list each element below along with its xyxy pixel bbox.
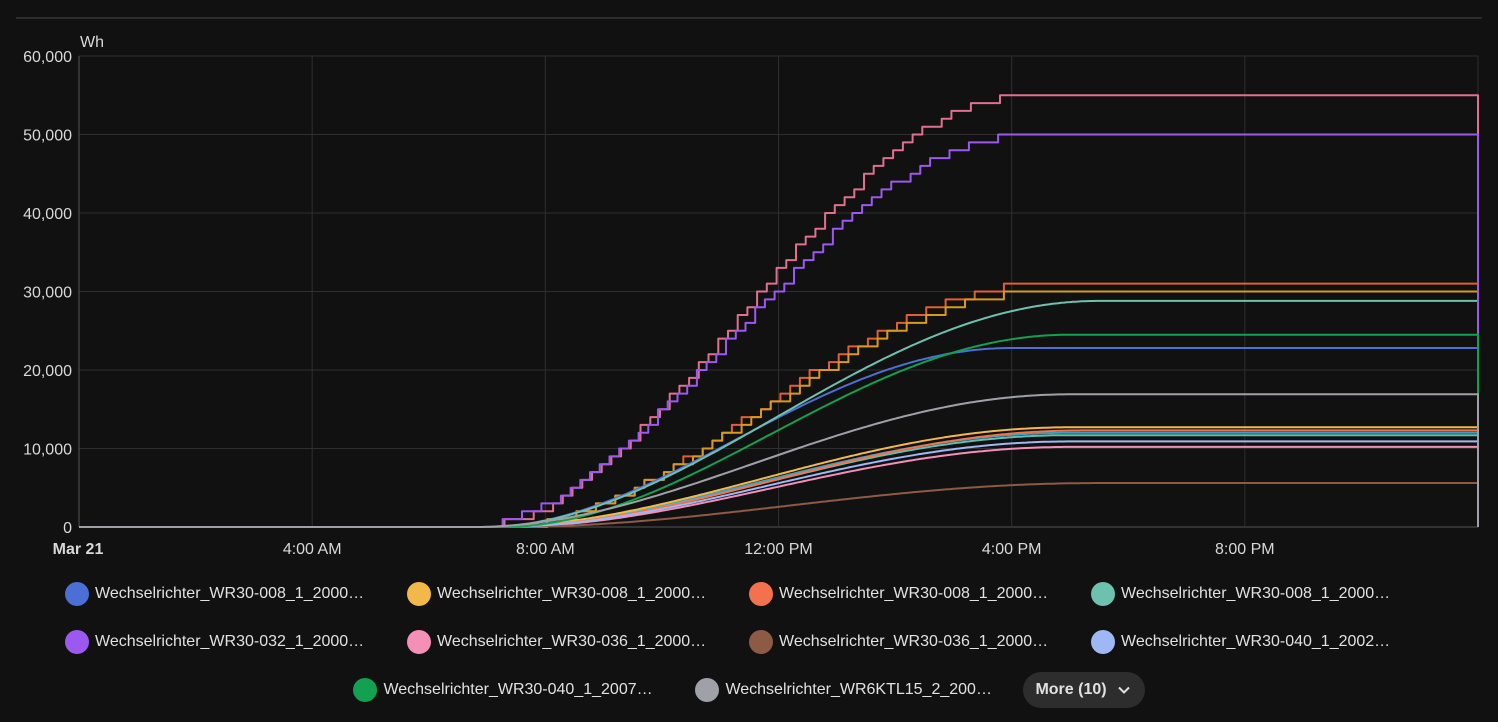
top-divider bbox=[16, 17, 1482, 19]
legend-color-dot bbox=[407, 582, 431, 606]
legend-more-button[interactable]: More (10) bbox=[1023, 672, 1145, 708]
legend-item[interactable]: Wechselrichter_WR30-008_1_2000… bbox=[1091, 576, 1433, 612]
legend-color-dot bbox=[695, 678, 720, 702]
x-tick-label: 8:00 AM bbox=[516, 541, 575, 558]
y-tick-label: 60,000 bbox=[23, 49, 72, 66]
x-tick-label: 8:00 PM bbox=[1215, 541, 1275, 558]
y-axis-unit-label: Wh bbox=[80, 34, 104, 51]
legend-label: Wechselrichter_WR30-008_1_2000… bbox=[779, 585, 1049, 602]
legend-item[interactable]: Wechselrichter_WR6KTL15_2_200… bbox=[695, 672, 1023, 708]
legend-item[interactable]: Wechselrichter_WR30-008_1_2000… bbox=[65, 576, 407, 612]
legend-item[interactable]: Wechselrichter_WR30-040_1_2002… bbox=[1091, 624, 1433, 660]
legend-label: Wechselrichter_WR30-040_1_2007… bbox=[383, 681, 653, 698]
legend-label: Wechselrichter_WR30-008_1_2000… bbox=[437, 585, 707, 602]
legend-item[interactable]: Wechselrichter_WR30-036_1_2000… bbox=[749, 624, 1091, 660]
y-axis: 0 10,000 20,000 30,000 40,000 50,000 60,000 bbox=[23, 49, 72, 537]
legend-row: Wechselrichter_WR30-040_1_2007… Wechselri… bbox=[0, 666, 1498, 714]
legend-color-dot bbox=[1091, 630, 1115, 654]
y-tick-label: 40,000 bbox=[23, 206, 72, 223]
legend-color-dot bbox=[65, 582, 89, 606]
legend-item[interactable]: Wechselrichter_WR30-008_1_2000… bbox=[749, 576, 1091, 612]
legend-color-dot bbox=[407, 630, 431, 654]
legend-color-dot bbox=[749, 630, 773, 654]
legend: Wechselrichter_WR30-008_1_2000… Wechselri… bbox=[0, 570, 1498, 714]
x-tick-label: Mar 21 bbox=[53, 541, 104, 558]
legend-color-dot bbox=[749, 582, 773, 606]
legend-label: Wechselrichter_WR30-036_1_2000… bbox=[779, 633, 1049, 650]
legend-item[interactable]: Wechselrichter_WR30-036_1_2000… bbox=[407, 624, 749, 660]
x-axis: Mar 21 4:00 AM 8:00 AM 12:00 PM 4:00 PM 8:00 … bbox=[53, 541, 1275, 558]
y-tick-label: 50,000 bbox=[23, 128, 72, 145]
y-tick-label: 30,000 bbox=[23, 285, 72, 302]
legend-color-dot bbox=[65, 630, 89, 654]
legend-color-dot bbox=[353, 678, 378, 702]
y-tick-label: 0 bbox=[63, 520, 72, 537]
y-tick-label: 20,000 bbox=[23, 363, 72, 380]
x-tick-label: 4:00 PM bbox=[982, 541, 1042, 558]
legend-label: Wechselrichter_WR30-008_1_2000… bbox=[1121, 585, 1391, 602]
legend-label: Wechselrichter_WR6KTL15_2_200… bbox=[725, 681, 992, 698]
series-line[interactable] bbox=[79, 133, 1479, 528]
legend-row: Wechselrichter_WR30-008_1_2000… Wechselri… bbox=[0, 570, 1498, 618]
series-line[interactable] bbox=[79, 393, 1479, 528]
legend-item[interactable]: Wechselrichter_WR30-032_1_2000… bbox=[65, 624, 407, 660]
series-line[interactable] bbox=[79, 94, 1479, 528]
legend-label: Wechselrichter_WR30-008_1_2000… bbox=[95, 585, 365, 602]
legend-label: Wechselrichter_WR30-040_1_2002… bbox=[1121, 633, 1391, 650]
legend-item[interactable]: Wechselrichter_WR30-008_1_2000… bbox=[407, 576, 749, 612]
series-line[interactable] bbox=[79, 290, 1479, 528]
x-tick-label: 4:00 AM bbox=[283, 541, 342, 558]
series-lines[interactable] bbox=[79, 94, 1479, 528]
legend-label: Wechselrichter_WR30-032_1_2000… bbox=[95, 633, 365, 650]
legend-color-dot bbox=[1091, 582, 1115, 606]
more-button-label: More (10) bbox=[1035, 681, 1107, 698]
x-tick-label: 12:00 PM bbox=[744, 541, 812, 558]
chevron-down-icon bbox=[1117, 686, 1130, 694]
legend-label: Wechselrichter_WR30-036_1_2000… bbox=[437, 633, 707, 650]
energy-line-chart[interactable]: 0 10,000 20,000 30,000 40,000 50,000 60,000 Ma… bbox=[0, 0, 1498, 570]
legend-row: Wechselrichter_WR30-032_1_2000… Wechselri… bbox=[0, 618, 1498, 666]
legend-item[interactable]: Wechselrichter_WR30-040_1_2007… bbox=[353, 672, 695, 708]
y-tick-label: 10,000 bbox=[23, 442, 72, 459]
